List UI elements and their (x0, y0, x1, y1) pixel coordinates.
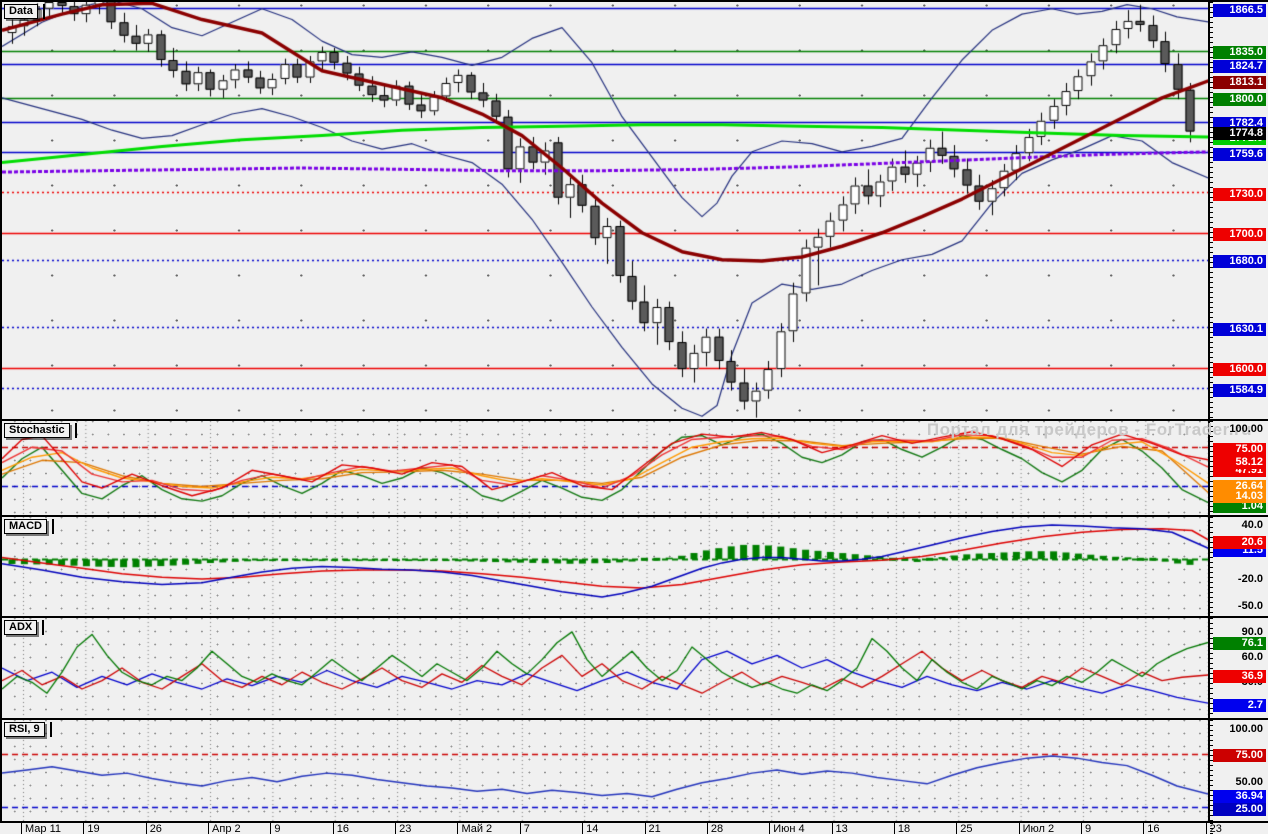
scale-label-stochastic-100.00: 100.00 (1229, 423, 1263, 436)
time-axis-label-3: Апр 2 (212, 823, 241, 834)
scale-label-main-1680.0: 1680.0 (1213, 255, 1266, 269)
scale-label-main-1813.1: 1813.1 (1213, 75, 1266, 89)
panel-label-macd[interactable]: MACD (4, 519, 54, 534)
chart-canvas-rsi[interactable] (2, 720, 1208, 821)
scale-corner (1210, 821, 1268, 834)
time-axis-tick (21, 823, 22, 834)
time-axis-tick (644, 823, 646, 834)
scale-label-macd--50.0: -50.0 (1237, 599, 1263, 612)
scale-label-main-1866.5: 1866.5 (1213, 3, 1266, 17)
time-axis-label-1: 19 (87, 823, 100, 834)
scale-label-rsi-50.00: 50.00 (1235, 776, 1263, 789)
time-axis-tick (83, 823, 85, 834)
scale-label-stochastic-14.03: 14.03 (1213, 489, 1266, 503)
scale-section-adx: 90.076.160.030.036.92.7 (1210, 616, 1268, 718)
time-axis-label-14: 18 (897, 823, 911, 834)
time-axis-label-6: 23 (399, 823, 412, 834)
scale-section-main: 1866.51835.01824.71813.11800.01782.41771… (1210, 0, 1268, 419)
time-axis-tick (956, 823, 958, 834)
scale-label-macd-20.6: 20.6 (1213, 536, 1266, 550)
scale-label-main-1782.4: 1782.4 (1213, 117, 1266, 131)
time-axis-label-10: 21 (648, 823, 661, 834)
scale-label-rsi-100.00: 100.00 (1229, 722, 1263, 735)
panel-label-stochastic[interactable]: Stochastic (4, 423, 77, 438)
time-axis-label-15: 25 (960, 823, 973, 834)
scale-label-adx-36.9: 36.9 (1213, 670, 1266, 684)
scale-label-main-1584.9: 1584.9 (1213, 383, 1266, 397)
time-axis-label-7: Май 2 (461, 823, 493, 834)
time-axis-tick (519, 823, 521, 834)
time-axis-tick (457, 823, 459, 834)
time-axis-label-9: 14 (586, 823, 599, 834)
time-axis-label-11: 28 (710, 823, 724, 834)
scale-label-main-1600.0: 1600.0 (1213, 363, 1266, 377)
scale-label-main-1759.6: 1759.6 (1213, 147, 1266, 161)
scale-label-rsi-25.00: 25.00 (1213, 802, 1266, 816)
scale-section-macd: 40.0 11.5 20.6 -20.0 -50.0 (1210, 515, 1268, 616)
scale-label-main-1700.0: 1700.0 (1213, 228, 1266, 242)
time-axis-tick (145, 823, 147, 834)
panel-macd[interactable]: MACD (0, 515, 1210, 616)
time-axis[interactable]: Мар 11 19 26 Апр 2 9 16 23 Май 2 7 14 21 28 Июн 4 13 1… (0, 821, 1222, 834)
scale-label-rsi-36.94: 36.94 (1213, 790, 1266, 804)
chart-canvas-macd[interactable] (2, 517, 1208, 616)
scale-label-main-1835.0: 1835.0 (1213, 46, 1266, 60)
time-axis-tick (706, 823, 708, 834)
panel-main[interactable]: Data (0, 0, 1210, 419)
time-axis-tick (893, 823, 895, 834)
time-axis-label-4: 9 (274, 823, 281, 834)
scale-label-adx-2.7: 2.7 (1213, 699, 1266, 713)
time-axis-tick (1143, 823, 1145, 834)
time-axis-tick (332, 823, 334, 834)
scale-section-rsi: 100.00 75.00 50.00 36.94 25.00 (1210, 718, 1268, 821)
scale-label-adx-90.0: 90.0 (1241, 625, 1263, 638)
panel-stochastic[interactable]: Stochastic (0, 419, 1210, 515)
plot-area[interactable]: Data Stochastic MACD ADX RSI, 9 (0, 0, 1210, 834)
time-axis-tick (1205, 823, 1207, 834)
scale-label-stochastic-58.12: 58.12 (1213, 455, 1266, 469)
scale-label-main-1630.1: 1630.1 (1213, 322, 1266, 336)
panel-label-adx[interactable]: ADX (4, 620, 45, 635)
time-axis-tick (1080, 823, 1082, 834)
scale-label-main-1800.0: 1800.0 (1213, 93, 1266, 107)
time-axis-label-0: Мар 11 (25, 823, 61, 834)
time-axis-tick (582, 823, 584, 834)
panel-rsi[interactable]: RSI, 9 (0, 718, 1210, 821)
time-axis-label-5: 16 (336, 823, 349, 834)
time-axis-tick (1018, 823, 1020, 834)
scale-label-rsi-75.00: 75.00 (1213, 749, 1266, 763)
chart-canvas-adx[interactable] (2, 618, 1208, 718)
time-axis-label-13: 13 (835, 823, 848, 834)
scale-label-stochastic-1.04: 1.04 (1213, 499, 1266, 513)
time-axis-label-17: 9 (1084, 823, 1092, 834)
scale-label-main-1824.7: 1824.7 (1213, 59, 1266, 73)
panel-adx[interactable]: ADX (0, 616, 1210, 718)
scale-label-adx-76.1: 76.1 (1213, 637, 1266, 651)
time-axis-label-18: 16 (1147, 823, 1160, 834)
time-axis-label-8: 7 (523, 823, 530, 834)
time-axis-label-12: Июн 4 (773, 823, 805, 834)
time-axis-label-16: Июл 2 (1022, 823, 1055, 834)
time-axis-tick (831, 823, 833, 834)
chart-canvas-stochastic[interactable] (2, 421, 1208, 515)
scale-label-adx-60.0: 60.0 (1241, 650, 1263, 663)
time-axis-tick (395, 823, 397, 834)
scale-label-macd--20.0: -20.0 (1237, 572, 1263, 585)
scale-label-main-1730.0: 1730.0 (1213, 187, 1266, 201)
scale-label-main-1774.8: 1774.8 (1213, 127, 1266, 141)
time-axis-tick (208, 823, 210, 834)
time-axis-tick (769, 823, 771, 834)
chart-canvas-main[interactable] (2, 2, 1208, 419)
time-axis-label-2: 26 (149, 823, 162, 834)
time-axis-label-19: 23 (1209, 823, 1222, 834)
time-axis-tick (270, 823, 272, 834)
scale-label-stochastic-75.00: 75.00 (1213, 442, 1266, 456)
scale-section-stochastic: 100.00 75.00 47.91 58.12 26.64 1.04 14.03 (1210, 419, 1268, 515)
panel-label-rsi[interactable]: RSI, 9 (4, 722, 52, 737)
price-scale[interactable]: 1866.51835.01824.71813.11800.01782.41771… (1210, 0, 1268, 834)
panel-label-main[interactable]: Data (4, 4, 45, 19)
scale-label-macd-40.0: 40.0 (1241, 518, 1263, 531)
